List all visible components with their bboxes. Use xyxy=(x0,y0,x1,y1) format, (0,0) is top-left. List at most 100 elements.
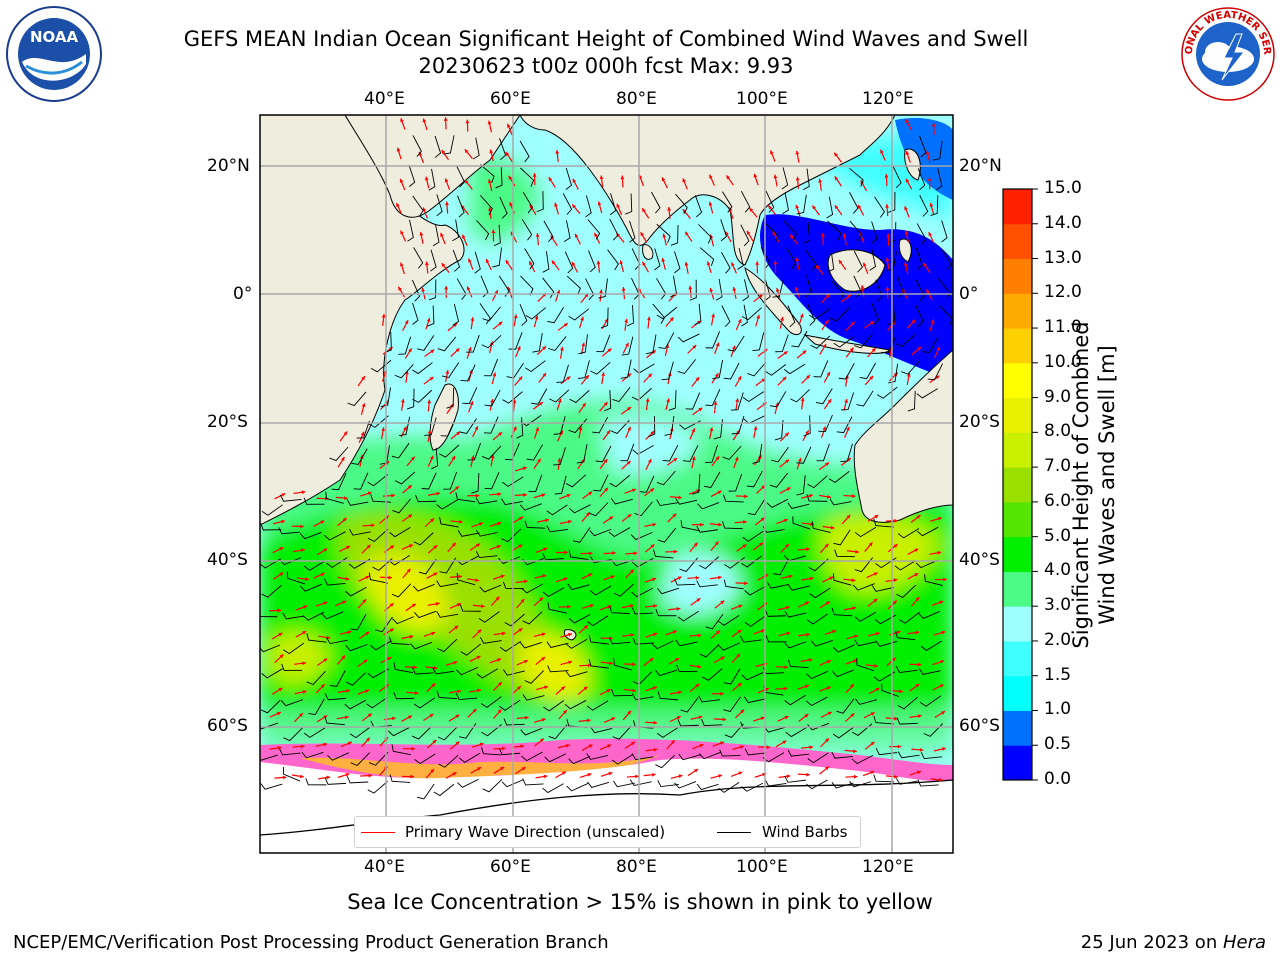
wind-barb xyxy=(458,752,481,763)
map-legend: Primary Wave Direction (unscaled) Wind B… xyxy=(354,816,861,848)
wave-arrow-head xyxy=(621,287,626,291)
wave-arrow-head xyxy=(500,574,505,579)
colorbar-tick-label: 3.0 xyxy=(1044,595,1072,616)
wind-barb xyxy=(548,336,567,352)
wind-barb xyxy=(826,196,834,219)
colorbar-label-line2: Wind Waves and Swell [m] xyxy=(1095,345,1119,625)
wave-arrow-head xyxy=(365,689,370,693)
wind-barb xyxy=(479,637,502,644)
wind-barb xyxy=(562,193,573,215)
wind-barb xyxy=(630,531,653,541)
wind-barb xyxy=(324,693,347,701)
wave-arrow-head xyxy=(740,709,745,714)
wind-barb xyxy=(807,475,828,489)
wind-barb xyxy=(723,696,741,712)
wind-barb xyxy=(600,307,609,329)
wind-barb xyxy=(742,530,764,542)
wind-barb xyxy=(406,388,415,410)
wave-arrow-head xyxy=(652,577,657,582)
wind-barb xyxy=(568,756,591,765)
wind-barb xyxy=(542,587,565,597)
wave-arrow-head xyxy=(627,710,632,715)
wave-arrow-head xyxy=(749,207,754,212)
wave-arrow-head xyxy=(799,313,804,318)
wave-arrow-head xyxy=(414,691,419,695)
wind-barb xyxy=(522,694,545,701)
wind-barb xyxy=(546,641,569,648)
wind-barb xyxy=(832,727,854,739)
colorbar-tick-label: 2.0 xyxy=(1044,629,1072,650)
wind-barb xyxy=(937,278,951,299)
wind-barb xyxy=(656,470,676,486)
wave-arrow-head xyxy=(925,150,930,155)
wind-barb xyxy=(475,551,498,559)
wave-arrow-head xyxy=(607,744,612,748)
wind-barb xyxy=(282,612,305,620)
wave-arrow-head xyxy=(915,597,920,602)
wave-arrow-head xyxy=(586,512,590,517)
wave-arrow-head xyxy=(677,576,682,580)
wind-barb xyxy=(855,698,878,705)
wave-arrow-head xyxy=(678,495,682,500)
wind-barb xyxy=(412,667,434,675)
wind-barb xyxy=(915,247,923,270)
wave-arrow-head xyxy=(753,173,758,178)
wind-barb xyxy=(675,193,688,215)
wind-barb xyxy=(849,220,863,241)
wave-arrow-head xyxy=(874,663,878,668)
wave-arrow-head xyxy=(578,426,583,431)
colorbar-segment xyxy=(1003,745,1032,781)
wave-arrow-head xyxy=(826,660,831,664)
wind-barb xyxy=(370,494,391,503)
wave-arrow-head xyxy=(523,659,528,664)
wind-barb xyxy=(504,613,525,627)
wind-barb xyxy=(437,638,458,653)
wind-barb xyxy=(784,363,806,375)
wind-barb xyxy=(718,615,740,626)
wave-arrow-head xyxy=(517,346,521,351)
wave-arrow-head xyxy=(770,150,774,155)
wave-arrow-head xyxy=(790,234,794,239)
wave-arrow-head xyxy=(880,149,884,154)
wave-arrow-head xyxy=(406,568,411,573)
wave-arrow-head xyxy=(481,604,485,609)
footer-organization: NCEP/EMC/Verification Post Processing Pr… xyxy=(13,932,609,953)
wind-barb xyxy=(752,443,763,464)
wind-barb xyxy=(576,444,588,464)
wind-barb xyxy=(679,557,699,572)
wave-arrow-head xyxy=(445,370,450,374)
wave-arrow-head xyxy=(923,262,927,267)
wind-barb xyxy=(833,335,855,348)
wave-arrow-head xyxy=(556,290,561,294)
national-weather-service-logo: NATIONAL WEATHER SERVICE xyxy=(1178,4,1275,101)
wave-arrow-head xyxy=(903,262,908,267)
wave-arrow-head xyxy=(456,603,461,607)
map-frame xyxy=(259,114,954,854)
wave-arrow-head xyxy=(544,685,548,690)
wave-arrow-head xyxy=(532,173,537,177)
wind-barb xyxy=(703,471,721,488)
wind-barb xyxy=(280,494,302,502)
wave-arrow-head xyxy=(742,544,747,548)
wind-barb xyxy=(718,782,740,793)
wind-barb xyxy=(741,307,762,321)
wind-barb xyxy=(346,499,369,506)
wave-arrow-head xyxy=(802,350,807,355)
wind-barb xyxy=(836,698,855,714)
wind-barb xyxy=(280,699,303,707)
wind-barb xyxy=(452,219,459,242)
wind-barb xyxy=(818,414,833,432)
wind-barb xyxy=(433,783,455,797)
wind-barb xyxy=(713,419,723,440)
wind-barb xyxy=(568,613,591,624)
wave-arrow-head xyxy=(548,177,553,182)
wind-barb xyxy=(521,219,533,241)
wave-arrow-head xyxy=(606,689,611,693)
wind-barb xyxy=(705,613,724,630)
wave-arrow-head xyxy=(430,518,434,523)
wave-arrow-head xyxy=(691,456,696,461)
wave-arrow-head xyxy=(477,629,482,634)
wind-barb xyxy=(668,390,677,411)
wave-arrow-head xyxy=(555,150,560,154)
wave-arrow-head xyxy=(673,549,678,554)
